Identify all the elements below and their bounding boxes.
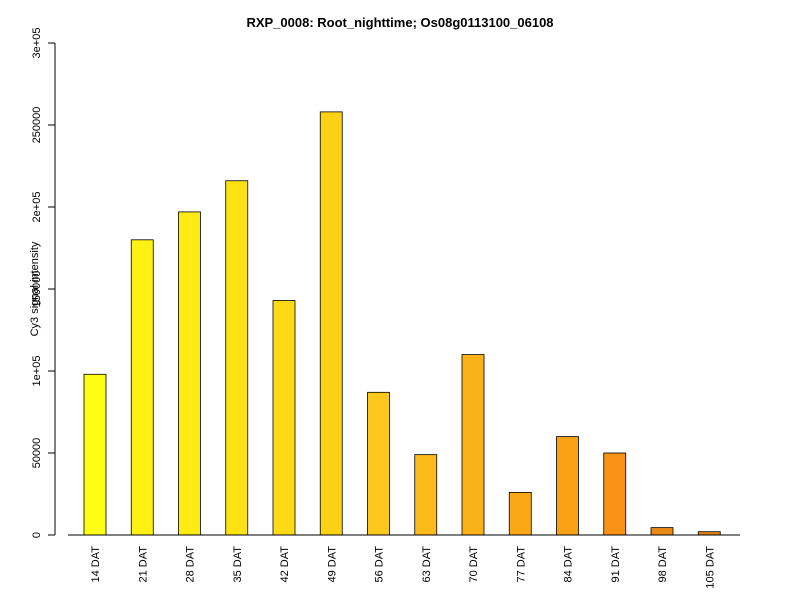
x-tick-label: 14 DAT <box>90 546 102 583</box>
bar-63-dat <box>414 454 438 536</box>
y-tick-label: 250000 <box>31 107 43 144</box>
x-tick-labels: 14 DAT 21 DAT 28 DAT 35 DAT 42 DAT 49 DAT 56 D… <box>90 546 716 589</box>
x-tick-label: 105 DAT <box>704 546 716 589</box>
bar-21-dat <box>130 239 154 536</box>
bar-98-dat <box>650 527 674 536</box>
bar-14-dat <box>83 373 107 536</box>
bar-49-dat <box>319 111 343 536</box>
x-tick-label: 77 DAT <box>515 546 527 583</box>
y-tick-label: 0 <box>31 532 43 538</box>
y-tick-label: 3e+05 <box>31 28 43 59</box>
x-tick-label: 42 DAT <box>279 546 291 583</box>
bar-42-dat <box>272 300 296 536</box>
bar-70-dat <box>461 354 485 536</box>
x-tick-label: 91 DAT <box>610 546 622 583</box>
x-tick-label: 35 DAT <box>232 546 244 583</box>
x-tick-label: 56 DAT <box>374 546 386 583</box>
x-tick-label: 70 DAT <box>468 546 480 583</box>
y-axis: 0 50000 1e+05 150000 2e+05 250000 3e+05 <box>31 28 56 538</box>
x-tick-label: 98 DAT <box>657 546 669 583</box>
y-tick-label: 50000 <box>31 438 43 469</box>
bar-84-dat <box>556 436 579 536</box>
bar-77-dat <box>508 491 532 536</box>
bar-91-dat <box>603 452 627 536</box>
bar-35-dat <box>225 180 249 536</box>
chart-title: RXP_0008: Root_nighttime; Os08g0113100_0… <box>246 15 553 30</box>
y-axis-label: Cy3 signal intensity <box>29 241 41 336</box>
x-tick-label: 49 DAT <box>326 546 338 583</box>
x-tick-label: 63 DAT <box>421 546 433 583</box>
x-tick-label: 28 DAT <box>185 546 197 583</box>
y-tick-label: 150000 <box>31 271 43 308</box>
x-tick-label: 21 DAT <box>137 546 149 583</box>
bars-group <box>83 111 721 536</box>
y-tick-label: 2e+05 <box>31 192 43 223</box>
y-tick-label: 1e+05 <box>31 356 43 387</box>
x-tick-label: 84 DAT <box>563 546 575 583</box>
bar-56-dat <box>367 391 390 536</box>
bar-28-dat <box>178 211 201 536</box>
